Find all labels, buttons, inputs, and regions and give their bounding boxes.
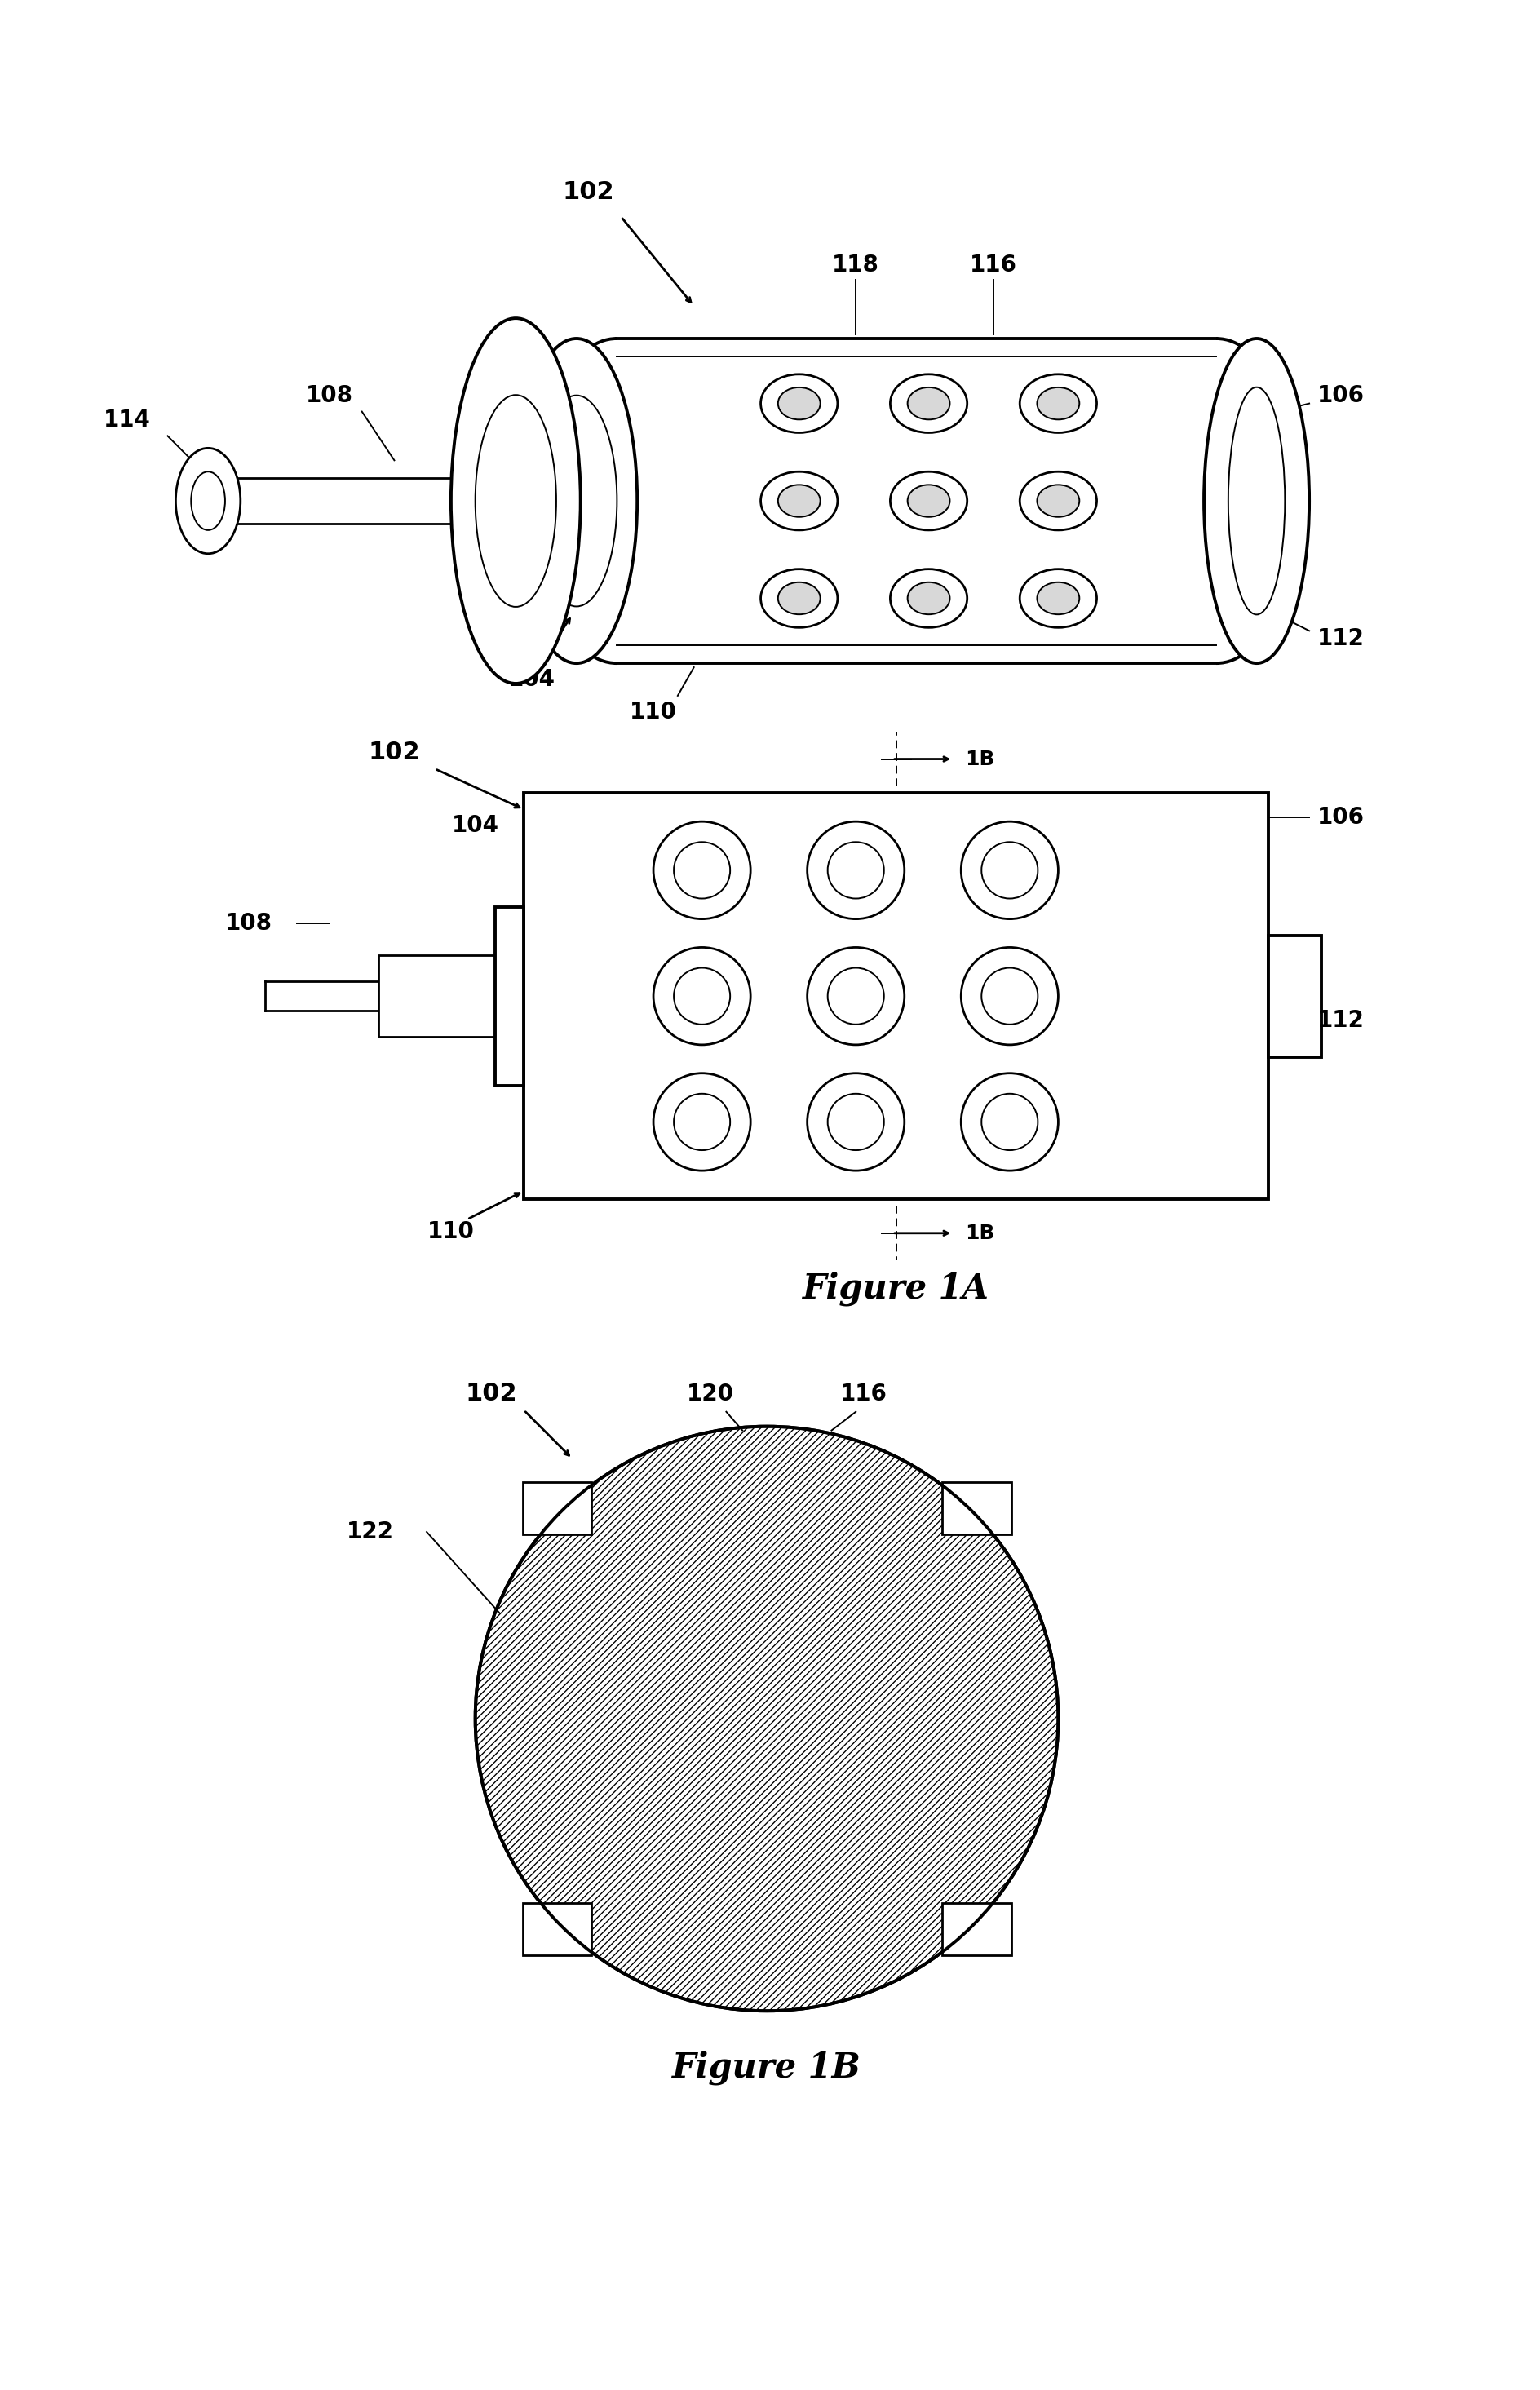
Ellipse shape <box>778 387 821 421</box>
Text: 104: 104 <box>451 815 499 836</box>
Circle shape <box>981 841 1038 899</box>
Circle shape <box>675 1095 730 1150</box>
Circle shape <box>961 946 1058 1044</box>
Ellipse shape <box>1229 387 1284 614</box>
Bar <box>522 1482 591 1534</box>
Ellipse shape <box>761 569 838 629</box>
Ellipse shape <box>176 447 240 554</box>
Bar <box>522 1902 591 1955</box>
Circle shape <box>981 1095 1038 1150</box>
Bar <box>496 906 524 1085</box>
Bar <box>942 1902 1012 1955</box>
Ellipse shape <box>761 471 838 531</box>
Ellipse shape <box>536 394 618 607</box>
Ellipse shape <box>907 387 950 421</box>
Text: 114: 114 <box>103 409 151 430</box>
Text: 1B: 1B <box>966 1224 995 1243</box>
Circle shape <box>807 946 904 1044</box>
Text: 112: 112 <box>1317 629 1364 650</box>
Ellipse shape <box>1036 485 1080 516</box>
Circle shape <box>961 1073 1058 1171</box>
Circle shape <box>476 1427 1058 2010</box>
Ellipse shape <box>451 318 581 684</box>
Circle shape <box>653 1073 750 1171</box>
Ellipse shape <box>516 339 638 664</box>
Ellipse shape <box>191 471 225 531</box>
Circle shape <box>981 968 1038 1025</box>
Circle shape <box>807 1073 904 1171</box>
Ellipse shape <box>1036 387 1080 421</box>
Ellipse shape <box>761 375 838 433</box>
Circle shape <box>961 822 1058 920</box>
Text: Figure 1A: Figure 1A <box>802 1271 990 1305</box>
Ellipse shape <box>476 394 556 607</box>
Text: Figure 1B: Figure 1B <box>673 2051 861 2084</box>
Circle shape <box>827 1095 884 1150</box>
Ellipse shape <box>1019 569 1096 629</box>
Text: 116: 116 <box>970 253 1016 277</box>
Circle shape <box>807 822 904 920</box>
Circle shape <box>827 841 884 899</box>
Ellipse shape <box>890 569 967 629</box>
Text: 102: 102 <box>368 741 420 765</box>
Circle shape <box>653 822 750 920</box>
Text: 108: 108 <box>306 385 353 406</box>
Ellipse shape <box>890 375 967 433</box>
Text: 108: 108 <box>225 911 273 934</box>
Ellipse shape <box>778 485 821 516</box>
Ellipse shape <box>1204 339 1309 664</box>
Bar <box>379 956 496 1037</box>
Bar <box>524 793 1269 1200</box>
Circle shape <box>675 841 730 899</box>
Circle shape <box>675 968 730 1025</box>
Ellipse shape <box>907 485 950 516</box>
Ellipse shape <box>1019 471 1096 531</box>
Bar <box>942 1482 1012 1534</box>
Bar <box>1269 934 1321 1056</box>
Text: 106: 106 <box>1317 385 1364 406</box>
Text: 102: 102 <box>465 1381 517 1405</box>
Ellipse shape <box>890 471 967 531</box>
Text: 118: 118 <box>832 253 879 277</box>
Circle shape <box>653 946 750 1044</box>
Ellipse shape <box>1036 583 1080 614</box>
Text: 104: 104 <box>508 669 556 691</box>
Ellipse shape <box>1019 375 1096 433</box>
Text: 1B: 1B <box>966 748 995 770</box>
Ellipse shape <box>907 583 950 614</box>
Text: 102: 102 <box>562 182 614 203</box>
Text: 110: 110 <box>630 700 678 724</box>
Text: 106: 106 <box>1317 805 1364 829</box>
Text: 112: 112 <box>1317 1009 1364 1032</box>
Text: 116: 116 <box>841 1381 887 1405</box>
Text: 122: 122 <box>347 1520 394 1544</box>
Text: 120: 120 <box>687 1381 733 1405</box>
Text: 110: 110 <box>428 1221 474 1243</box>
Circle shape <box>827 968 884 1025</box>
Ellipse shape <box>778 583 821 614</box>
